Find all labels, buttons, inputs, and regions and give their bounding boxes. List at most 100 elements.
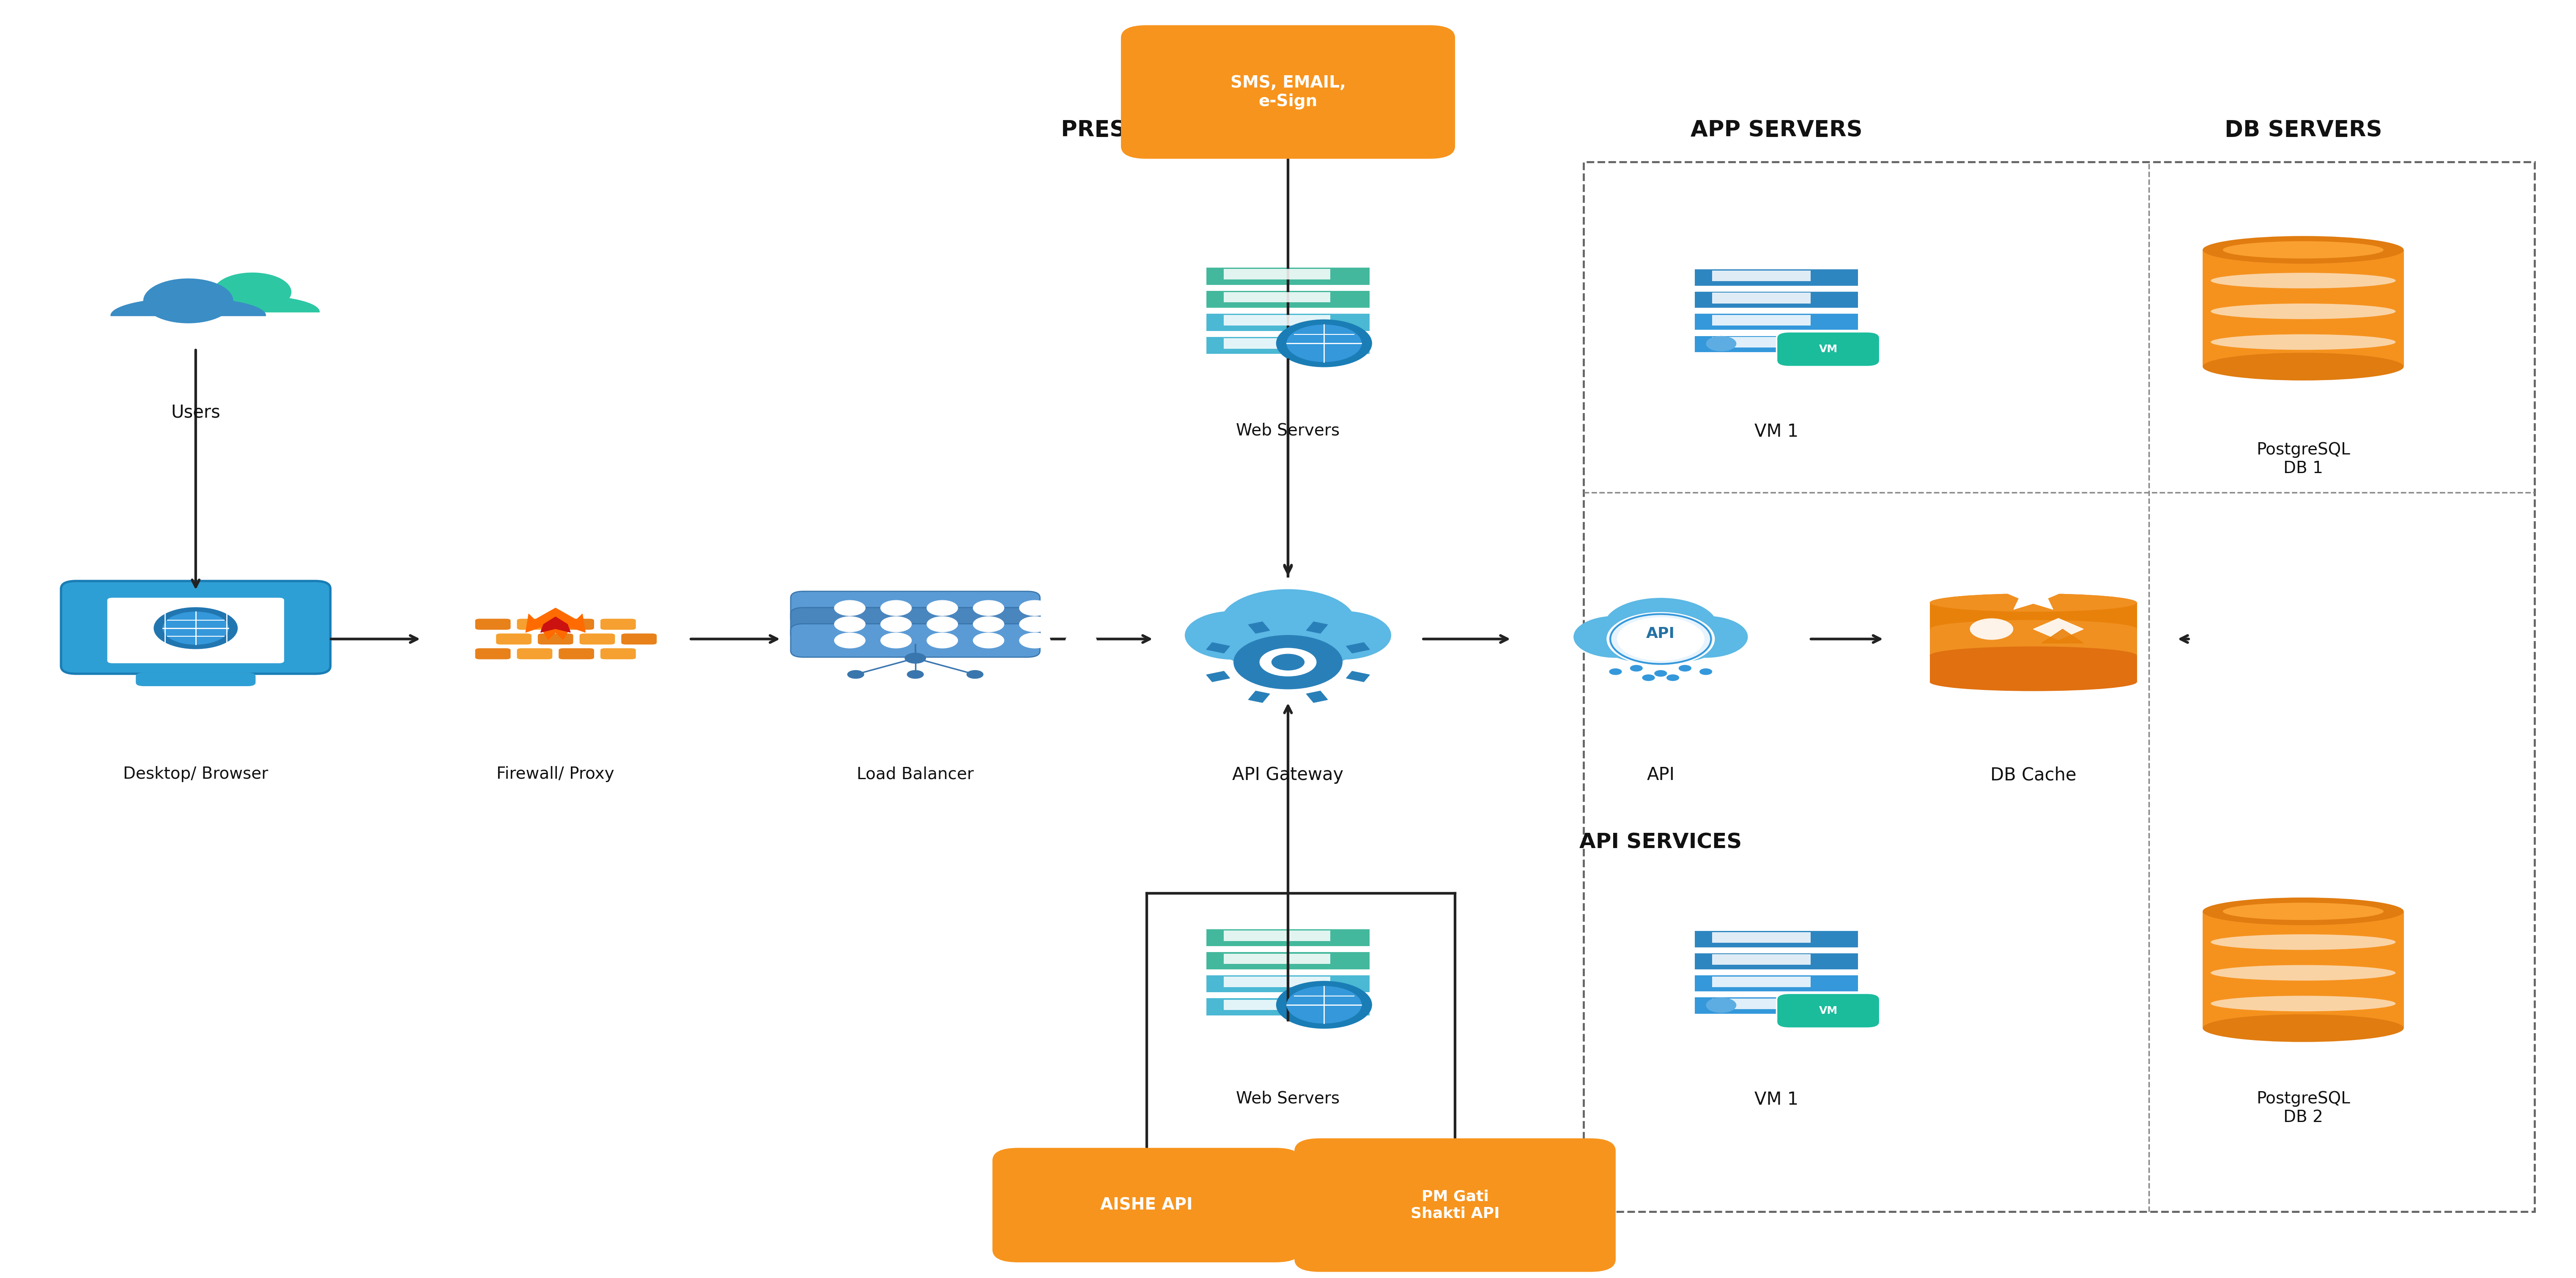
Bar xyxy=(1206,952,1370,970)
Circle shape xyxy=(1293,611,1391,659)
FancyBboxPatch shape xyxy=(580,633,616,645)
Bar xyxy=(1929,656,2138,682)
Circle shape xyxy=(1646,625,1718,661)
Ellipse shape xyxy=(1929,647,2138,665)
Bar xyxy=(1695,975,1857,992)
Ellipse shape xyxy=(2202,897,2403,925)
Bar xyxy=(1713,314,1811,326)
Text: Firewall/ Proxy: Firewall/ Proxy xyxy=(497,767,616,782)
Ellipse shape xyxy=(2210,304,2396,320)
Circle shape xyxy=(927,616,958,631)
Circle shape xyxy=(1631,666,1643,671)
FancyBboxPatch shape xyxy=(1121,26,1455,158)
Circle shape xyxy=(881,633,912,648)
Bar xyxy=(1206,998,1370,1016)
Circle shape xyxy=(1705,998,1736,1012)
Bar xyxy=(2202,911,2403,1028)
Polygon shape xyxy=(111,298,265,316)
Bar xyxy=(1206,336,1370,354)
Bar xyxy=(1224,976,1329,987)
Bar xyxy=(1224,930,1329,941)
Circle shape xyxy=(848,671,863,679)
FancyBboxPatch shape xyxy=(474,619,510,630)
Circle shape xyxy=(974,633,1005,648)
Ellipse shape xyxy=(2210,996,2396,1011)
Ellipse shape xyxy=(1929,620,2138,638)
FancyBboxPatch shape xyxy=(600,648,636,659)
Circle shape xyxy=(1574,616,1656,657)
Bar xyxy=(1713,337,1811,348)
Circle shape xyxy=(1607,613,1713,665)
Circle shape xyxy=(1260,648,1316,676)
Bar xyxy=(2202,250,2403,367)
Bar xyxy=(1713,293,1811,303)
Bar xyxy=(1206,290,1370,308)
Bar xyxy=(1224,953,1329,964)
Bar xyxy=(1695,335,1857,353)
Bar xyxy=(1713,998,1811,1010)
Text: VM: VM xyxy=(1819,1006,1837,1016)
FancyBboxPatch shape xyxy=(600,619,636,630)
Circle shape xyxy=(927,601,958,616)
Circle shape xyxy=(1273,654,1303,670)
Bar xyxy=(1713,976,1811,987)
Bar xyxy=(1224,999,1329,1010)
Bar xyxy=(1206,313,1370,331)
Text: API: API xyxy=(1646,767,1674,783)
Circle shape xyxy=(1234,635,1342,689)
Text: SMS, EMAIL,
e-Sign: SMS, EMAIL, e-Sign xyxy=(1231,74,1345,110)
Bar xyxy=(1695,952,1857,970)
Ellipse shape xyxy=(2223,902,2383,920)
Circle shape xyxy=(1680,666,1690,671)
FancyBboxPatch shape xyxy=(1293,1139,1615,1272)
Ellipse shape xyxy=(2210,965,2396,980)
FancyBboxPatch shape xyxy=(559,648,595,659)
Polygon shape xyxy=(2032,619,2084,640)
Circle shape xyxy=(144,279,232,323)
Text: API Gateway: API Gateway xyxy=(1231,767,1345,783)
Circle shape xyxy=(1066,601,1097,616)
Circle shape xyxy=(1705,336,1736,351)
Text: Web Servers: Web Servers xyxy=(1236,423,1340,438)
Circle shape xyxy=(1654,671,1667,676)
FancyBboxPatch shape xyxy=(108,598,283,663)
Text: VM 1: VM 1 xyxy=(1754,423,1798,441)
Circle shape xyxy=(1602,625,1677,661)
Polygon shape xyxy=(1347,643,1370,653)
Circle shape xyxy=(1020,633,1051,648)
Circle shape xyxy=(1610,668,1620,675)
Text: VM: VM xyxy=(1819,344,1837,354)
Ellipse shape xyxy=(2210,934,2396,950)
Polygon shape xyxy=(185,295,319,312)
Bar xyxy=(1224,316,1329,326)
FancyBboxPatch shape xyxy=(1777,332,1880,367)
FancyBboxPatch shape xyxy=(992,1148,1301,1263)
Text: APP SERVERS: APP SERVERS xyxy=(1690,119,1862,141)
Ellipse shape xyxy=(1929,647,2138,665)
Polygon shape xyxy=(1249,691,1270,703)
Bar xyxy=(1206,267,1370,285)
FancyBboxPatch shape xyxy=(791,592,1041,625)
Circle shape xyxy=(1607,612,1716,666)
Polygon shape xyxy=(541,617,569,633)
Polygon shape xyxy=(2002,579,2066,610)
Polygon shape xyxy=(1306,691,1327,703)
Circle shape xyxy=(835,616,866,631)
FancyBboxPatch shape xyxy=(137,672,255,686)
Circle shape xyxy=(1270,624,1358,666)
Circle shape xyxy=(1185,611,1283,659)
Bar xyxy=(1584,162,2535,1212)
Polygon shape xyxy=(1306,622,1327,634)
Circle shape xyxy=(214,272,291,312)
Bar xyxy=(1695,270,1857,286)
Polygon shape xyxy=(1347,671,1370,681)
Ellipse shape xyxy=(1929,620,2138,638)
Circle shape xyxy=(1664,616,1747,657)
Text: PostgreSQL
DB 1: PostgreSQL DB 1 xyxy=(2257,442,2349,477)
Circle shape xyxy=(904,653,925,663)
Text: API SERVICES: API SERVICES xyxy=(1579,832,1741,852)
Ellipse shape xyxy=(2210,335,2396,350)
FancyBboxPatch shape xyxy=(559,619,595,630)
FancyBboxPatch shape xyxy=(791,607,1041,642)
Polygon shape xyxy=(1206,671,1229,681)
